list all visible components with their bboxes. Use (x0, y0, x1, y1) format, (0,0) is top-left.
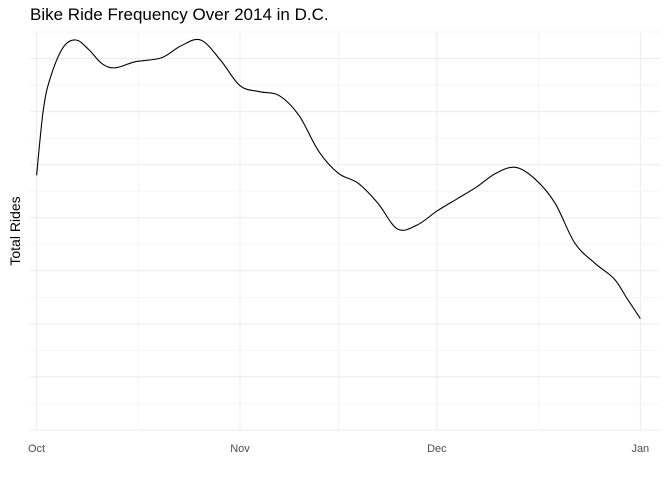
series-line-total-rides (36, 38, 641, 319)
x-tick-label: Oct (28, 443, 45, 455)
x-tick-label: Jan (631, 443, 649, 455)
y-axis-label: Total Rides (7, 196, 23, 265)
chart-title: Bike Ride Frequency Over 2014 in D.C. (30, 5, 329, 24)
x-tick-label: Nov (230, 443, 250, 455)
x-tick-label: Dec (427, 443, 447, 455)
x-tick-labels: Oct Nov Dec Jan (28, 443, 649, 455)
grid-lines (30, 31, 660, 431)
